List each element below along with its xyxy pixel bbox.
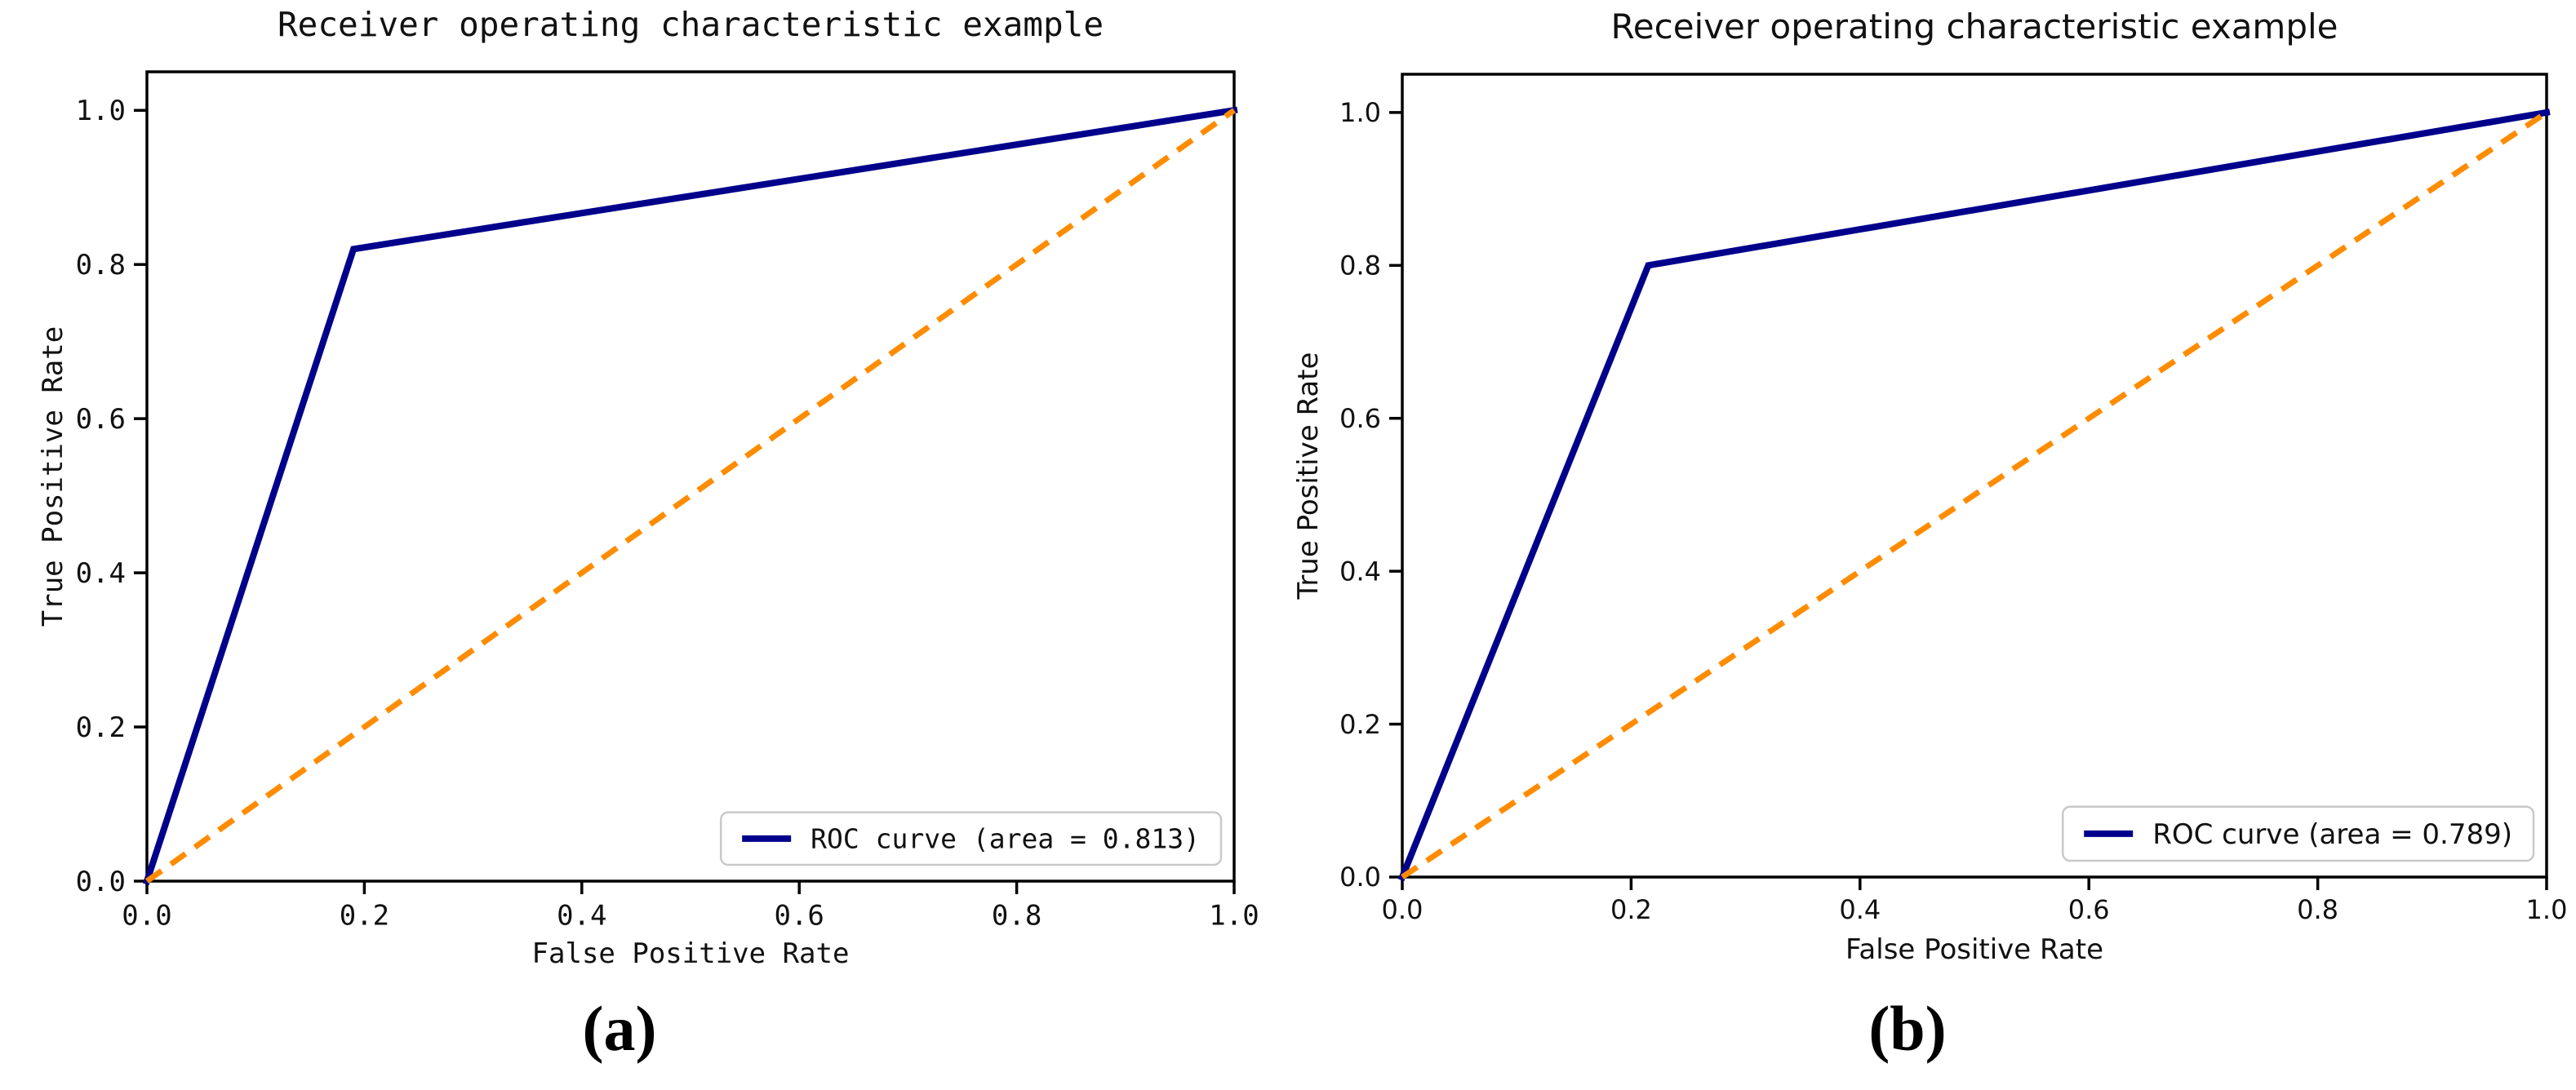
roc-curve-line (1397, 109, 2551, 882)
subplot-b: Receiver operating characteristic exampl… (1288, 0, 2576, 1090)
y-tick-label: 0.4 (1339, 556, 1381, 587)
y-tick-label: 0.6 (76, 403, 126, 436)
x-axis-label: False Positive Rate (532, 937, 850, 970)
x-tick-label: 0.0 (122, 899, 171, 932)
y-tick-label: 0.2 (76, 711, 126, 744)
x-tick-label: 0.8 (992, 899, 1042, 932)
y-tick-label: 0.4 (76, 557, 126, 590)
y-tick-label: 0.8 (1339, 250, 1381, 281)
y-tick-label: 0.6 (1339, 403, 1381, 434)
chart-title: Receiver operating characteristic exampl… (1610, 7, 2338, 47)
subfigure-label-b: (b) (1868, 993, 1947, 1064)
y-tick-label: 0.8 (76, 249, 126, 281)
subfigure-label-a: (a) (582, 993, 657, 1064)
x-axis-label: False Positive Rate (1845, 933, 2103, 966)
legend-label: ROC curve (area = 0.813) (811, 822, 1200, 854)
plot-border (145, 70, 1236, 883)
x-tick-label: 1.0 (1209, 899, 1259, 932)
plot-border (1401, 73, 2548, 879)
legend: ROC curve (area = 0.813) (719, 811, 1223, 866)
x-tick-label: 0.4 (557, 899, 606, 932)
x-tick-label: 0.2 (340, 899, 389, 932)
x-tick-label: 0.8 (2297, 894, 2338, 925)
roc-chart-b: Receiver operating characteristic exampl… (1292, 7, 2568, 966)
y-tick-label: 1.0 (76, 95, 126, 127)
y-axis-label: True Positive Rate (1292, 352, 1325, 600)
x-tick-label: 0.0 (1382, 894, 1423, 925)
y-tick-label: 1.0 (1339, 97, 1381, 128)
legend-box (719, 811, 1223, 866)
legend-label: ROC curve (area = 0.789) (2152, 818, 2512, 851)
roc-chart-a: Receiver operating characteristic exampl… (37, 5, 1259, 970)
roc-curve-line (142, 106, 1238, 886)
x-tick-label: 0.6 (774, 899, 824, 932)
x-tick-label: 1.0 (2526, 894, 2568, 925)
y-tick-label: 0.2 (1339, 709, 1381, 740)
y-axis-label: True Positive Rate (37, 326, 69, 627)
chance-diagonal-line (1401, 109, 2548, 880)
x-tick-label: 0.6 (2068, 894, 2110, 925)
chance-diagonal-line (144, 108, 1237, 884)
legend-box (2061, 805, 2535, 862)
y-tick-label: 0.0 (1339, 862, 1381, 893)
subplot-a: Receiver operating characteristic exampl… (37, 5, 1259, 1064)
x-tick-label: 0.2 (1610, 894, 1652, 925)
chart-title: Receiver operating characteristic exampl… (278, 5, 1104, 44)
y-tick-label: 0.0 (76, 866, 126, 898)
legend: ROC curve (area = 0.789) (2061, 805, 2535, 862)
x-tick-label: 0.4 (1839, 894, 1881, 925)
